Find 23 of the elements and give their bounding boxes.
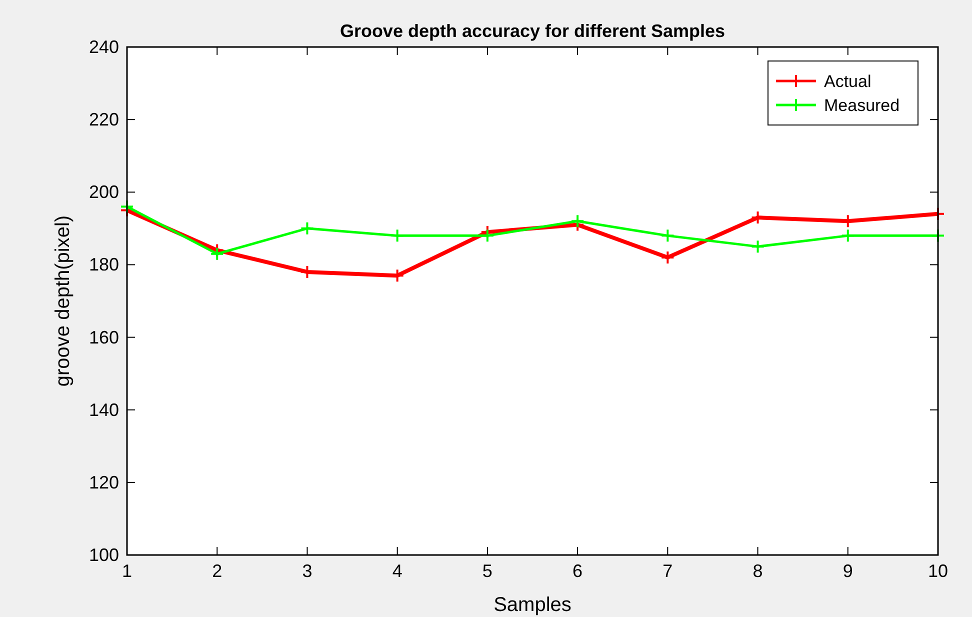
y-tick-label: 220 — [88, 110, 119, 130]
x-tick-label: 2 — [212, 561, 222, 581]
x-tick-label: 4 — [392, 561, 402, 581]
x-tick-label: 5 — [482, 561, 492, 581]
x-tick-label: 9 — [842, 561, 853, 581]
x-axis-title: Samples — [494, 594, 572, 616]
legend-label: Measured — [824, 96, 900, 115]
y-tick-label: 200 — [88, 182, 119, 202]
y-tick-label: 240 — [88, 37, 119, 57]
x-tick-label: 8 — [752, 561, 763, 581]
y-tick-label: 120 — [88, 472, 119, 492]
legend-label: Actual — [824, 72, 872, 91]
x-tick-label: 3 — [302, 561, 312, 581]
y-tick-label: 140 — [88, 400, 119, 420]
x-tick-label: 7 — [662, 561, 673, 581]
x-tick-label: 1 — [122, 561, 132, 581]
y-tick-label: 100 — [88, 545, 119, 565]
x-tick-label: 10 — [928, 561, 948, 581]
chart-title: Groove depth accuracy for different Samples — [340, 21, 726, 41]
x-tick-label: 6 — [572, 561, 583, 581]
y-tick-label: 160 — [88, 327, 119, 348]
y-axis-title: groove depth(pixel) — [52, 215, 74, 387]
y-tick-label: 180 — [88, 254, 119, 275]
